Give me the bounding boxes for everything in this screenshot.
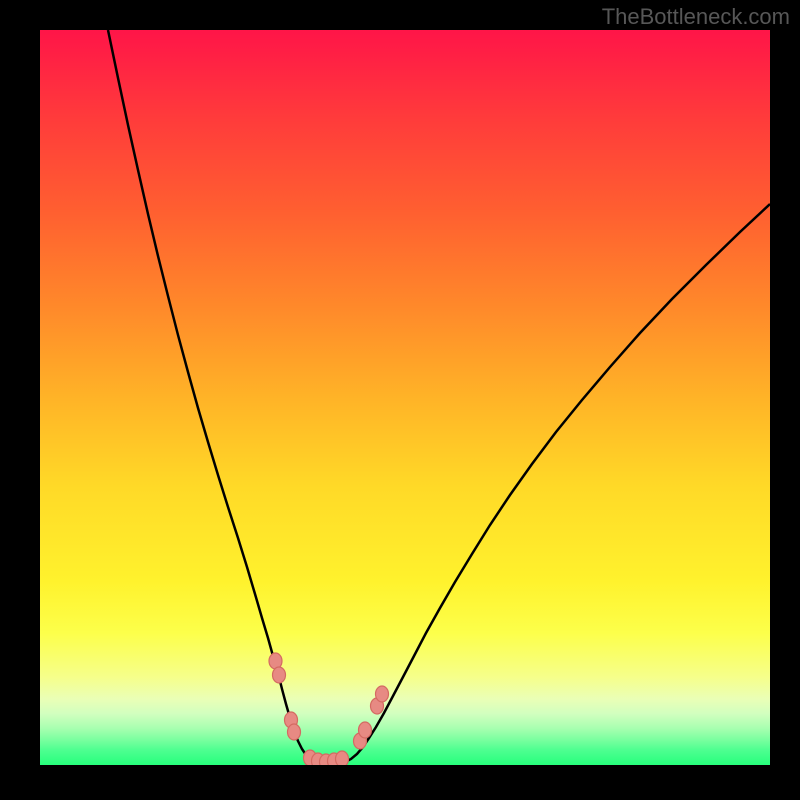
valley-marker	[336, 751, 349, 765]
valley-marker	[376, 686, 389, 702]
plot-area	[40, 30, 770, 765]
valley-marker	[359, 722, 372, 738]
watermark-text: TheBottleneck.com	[602, 4, 790, 30]
valley-marker	[273, 667, 286, 683]
valley-marker	[288, 724, 301, 740]
curve-left	[108, 30, 330, 764]
curve-overlay	[40, 30, 770, 765]
chart-container: TheBottleneck.com	[0, 0, 800, 800]
curve-right	[330, 204, 770, 764]
